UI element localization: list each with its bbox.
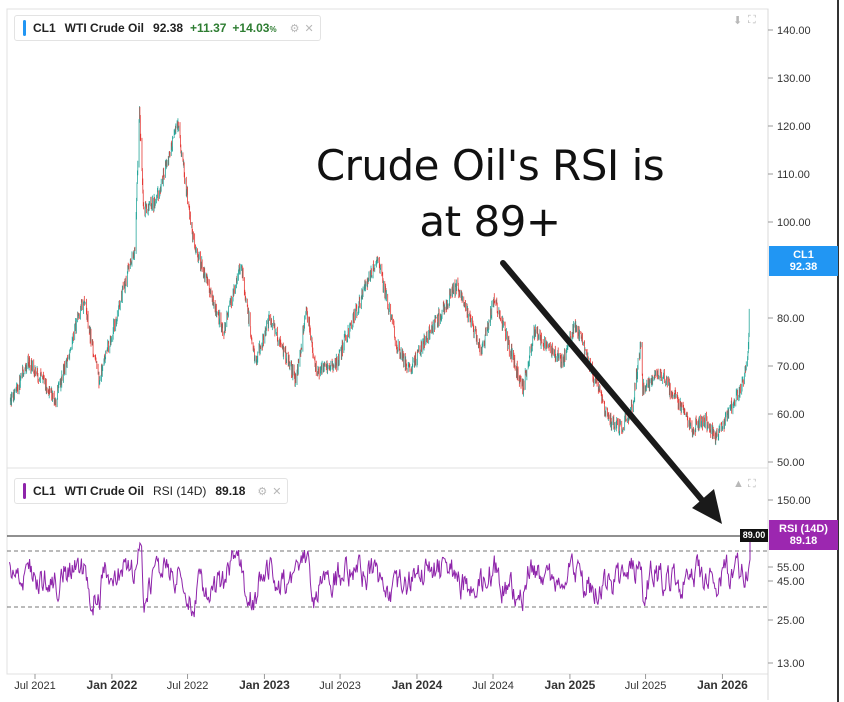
rsi-legend-value: 89.18 — [215, 484, 246, 498]
price-tick-label: 50.00 — [777, 457, 805, 469]
settings-icon[interactable]: ⚙ — [289, 22, 300, 35]
main-legend-change-pct: +14.03% — [232, 21, 277, 35]
x-tick-label: Jul 2024 — [472, 680, 514, 692]
x-tick-label: Jan 2026 — [697, 678, 748, 692]
price-tick-label: 110.00 — [777, 169, 810, 181]
main-legend: CL1 WTI Crude Oil 92.38 +11.37 +14.03% ⚙… — [14, 15, 321, 41]
price-candles — [9, 106, 750, 446]
fullscreen-icon[interactable]: ⛶ — [748, 14, 756, 26]
main-legend-change: +11.37 — [190, 21, 227, 35]
rsi-tick-label: 25.00 — [777, 615, 805, 627]
annotation-arrow — [500, 260, 722, 524]
main-legend-value: 92.38 — [153, 21, 184, 35]
maximize-icon[interactable]: ▲ — [733, 478, 744, 490]
settings-icon[interactable]: ⚙ — [257, 485, 268, 498]
x-tick-label: Jan 2025 — [545, 678, 596, 692]
rsi-reference-lines — [7, 535, 768, 608]
x-tick-label: Jan 2023 — [239, 678, 290, 692]
annotation-line-1: Crude Oil's RSI is — [315, 141, 665, 190]
rsi-legend-indicator: RSI (14D) — [153, 484, 207, 498]
price-tick-label: 130.00 — [777, 73, 811, 85]
rsi-badge-value: 89.18 — [789, 535, 818, 547]
rsi-level-callout: 89.00 — [740, 529, 768, 542]
rsi-tick-label: 55.00 — [777, 562, 805, 574]
price-tick-label: 120.00 — [777, 121, 811, 133]
price-pane — [6, 8, 769, 469]
price-tick-label: 80.00 — [777, 313, 805, 325]
rsi-tick-label: 13.00 — [777, 658, 805, 670]
main-legend-name: WTI Crude Oil — [64, 21, 145, 35]
main-legend-symbol: CL1 — [33, 21, 56, 35]
price-badge-symbol: CL1 — [793, 249, 814, 261]
rsi-tick-label: 45.00 — [777, 576, 805, 588]
rsi-legend-symbol: CL1 — [33, 484, 56, 498]
download-icon[interactable]: ⬇ — [733, 15, 743, 27]
x-tick-label: Jul 2023 — [319, 680, 361, 692]
annotation-text: Crude Oil's RSI is at 89+ — [290, 138, 690, 250]
price-tick-label: 60.00 — [777, 409, 805, 421]
rsi-legend: CL1 WTI Crude Oil RSI (14D) 89.18 ⚙ ✕ — [14, 478, 289, 504]
price-tick-label: 70.00 — [777, 361, 805, 373]
x-tick-label: Jul 2025 — [625, 680, 667, 692]
rsi-badge-label: RSI (14D) — [779, 523, 828, 535]
rsi-line — [9, 535, 751, 618]
main-legend-color-bar — [23, 20, 26, 36]
x-tick-label: Jul 2021 — [14, 680, 56, 692]
price-tick-label: 100.00 — [777, 217, 811, 229]
rsi-badge: RSI (14D) 89.18 — [769, 520, 838, 550]
price-badge: CL1 92.38 — [769, 246, 838, 276]
price-tick-label: 140.00 — [777, 25, 811, 37]
close-icon[interactable]: ✕ — [272, 485, 282, 498]
rsi-y-axis: 150.00 55.00 45.00 25.00 13.00 — [768, 495, 811, 670]
x-axis: Jul 2021 Jan 2022 Jul 2022 Jan 2023 Jul 2023… — [14, 674, 748, 692]
close-icon[interactable]: ✕ — [304, 22, 314, 35]
rsi-tick-label: 150.00 — [777, 495, 811, 507]
x-tick-label: Jan 2024 — [392, 678, 443, 692]
fullscreen-icon[interactable]: ⛶ — [748, 478, 756, 490]
rsi-legend-color-bar — [23, 483, 26, 499]
x-tick-label: Jul 2022 — [167, 680, 209, 692]
price-badge-value: 92.38 — [789, 261, 818, 273]
price-y-axis: 140.00 130.00 120.00 110.00 100.00 80.00 70.00… — [768, 25, 811, 469]
x-tick-label: Jan 2022 — [87, 678, 138, 692]
annotation-line-2: at 89+ — [419, 197, 561, 246]
rsi-legend-name: WTI Crude Oil — [64, 484, 145, 498]
